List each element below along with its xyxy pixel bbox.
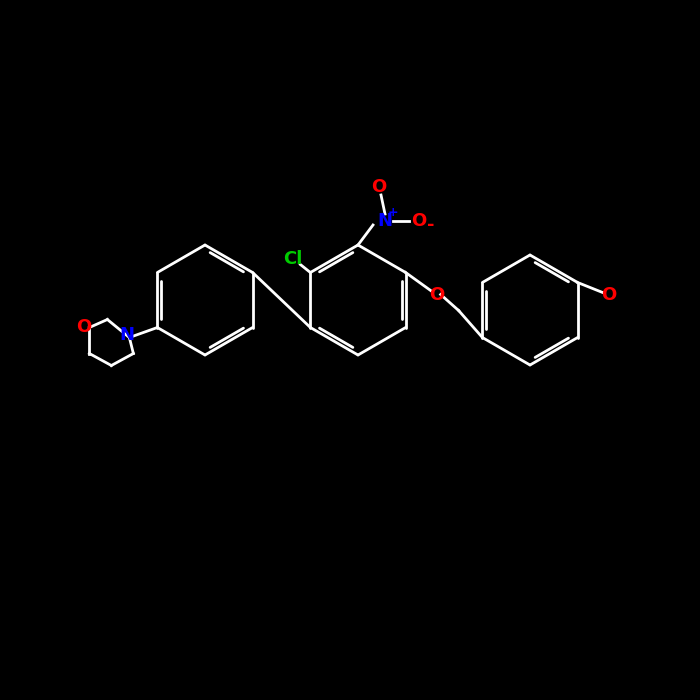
Text: O: O: [601, 286, 616, 304]
Text: O: O: [372, 178, 386, 196]
Text: N: N: [377, 212, 393, 230]
Text: O: O: [76, 318, 91, 337]
Text: N: N: [120, 326, 135, 344]
Text: Cl: Cl: [283, 249, 302, 267]
Text: O: O: [412, 212, 426, 230]
Text: +: +: [388, 206, 398, 220]
Text: -: -: [427, 216, 435, 234]
Text: O: O: [429, 286, 444, 304]
